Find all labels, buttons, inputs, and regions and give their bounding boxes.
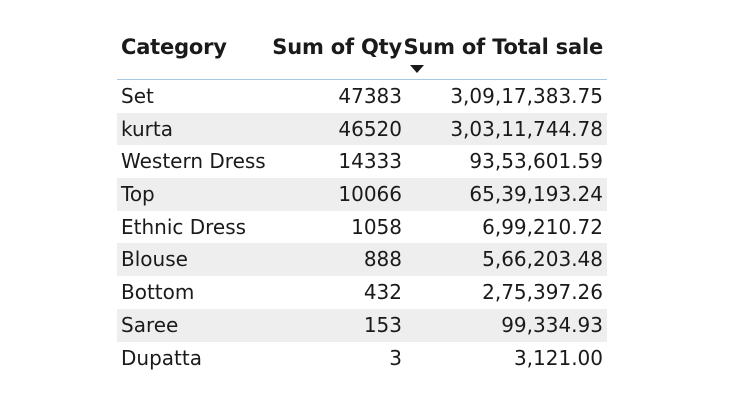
table-row[interactable]: Top 10066 65,39,193.24 [117, 178, 607, 211]
table-row[interactable]: Ethnic Dress 1058 6,99,210.72 [117, 211, 607, 244]
table-body: Set 47383 3,09,17,383.75 kurta 46520 3,03,11,… [117, 80, 607, 374]
qty-cell: 47383 [338, 84, 402, 108]
category-cell: Ethnic Dress [121, 214, 247, 239]
qty-cell: 153 [363, 312, 402, 337]
table-row[interactable]: Saree 153 99,334.93 [117, 308, 607, 342]
total-sale-cell: 3,09,17,383.75 [450, 84, 603, 108]
table-header: Category Sum of Qty Sum of Total sale [117, 28, 607, 80]
total-sale-cell: 5,66,203.48 [482, 247, 603, 272]
qty-cell: 46520 [338, 116, 402, 141]
total-sale-cell: 93,53,601.59 [469, 149, 603, 174]
total-sale-cell: 99,334.93 [501, 312, 603, 337]
total-sale-cell: 3,121.00 [513, 345, 603, 370]
category-cell: Dupatta [121, 345, 202, 370]
category-cell: Set [121, 84, 154, 108]
category-cell: Bottom [121, 280, 195, 305]
category-cell: Top [121, 182, 155, 207]
column-header-total-sale[interactable]: Sum of Total sale [403, 35, 603, 59]
table-row[interactable]: Blouse 888 5,66,203.48 [117, 243, 607, 277]
category-cell: Western Dress [121, 149, 266, 174]
category-cell: Blouse [121, 247, 188, 272]
table-row[interactable]: Dupatta 3 3,121.00 [117, 342, 607, 375]
column-header-qty[interactable]: Sum of Qty [272, 35, 402, 59]
table-row[interactable]: Set 47383 3,09,17,383.75 [117, 80, 607, 113]
total-sale-cell: 65,39,193.24 [469, 182, 603, 207]
qty-cell: 14333 [338, 149, 402, 174]
table-visual: Category Sum of Qty Sum of Total sale Se… [117, 28, 607, 374]
qty-cell: 432 [363, 280, 402, 305]
qty-cell: 888 [363, 247, 402, 272]
category-cell: Saree [121, 312, 179, 337]
table-row[interactable]: kurta 46520 3,03,11,744.78 [117, 112, 607, 146]
qty-cell: 10066 [338, 182, 402, 207]
table-row[interactable]: Western Dress 14333 93,53,601.59 [117, 145, 607, 178]
sort-descending-icon[interactable] [410, 65, 424, 73]
total-sale-cell: 3,03,11,744.78 [450, 116, 603, 141]
table-row[interactable]: Bottom 432 2,75,397.26 [117, 276, 607, 309]
qty-cell: 3 [389, 345, 402, 370]
category-cell: kurta [121, 116, 173, 141]
total-sale-cell: 2,75,397.26 [482, 280, 603, 305]
qty-cell: 1058 [351, 214, 402, 239]
total-sale-cell: 6,99,210.72 [482, 214, 603, 239]
column-header-category[interactable]: Category [121, 35, 227, 59]
